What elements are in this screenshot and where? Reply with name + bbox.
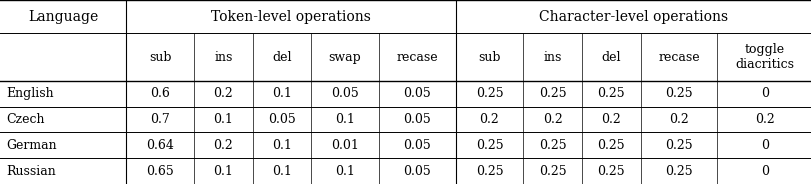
Text: 0.05: 0.05 xyxy=(403,113,431,126)
Text: 0: 0 xyxy=(760,87,768,100)
Text: del: del xyxy=(601,51,620,63)
Text: 0.05: 0.05 xyxy=(331,87,358,100)
Text: Token-level operations: Token-level operations xyxy=(211,10,371,24)
Text: 0.2: 0.2 xyxy=(668,113,688,126)
Text: 0.2: 0.2 xyxy=(479,113,499,126)
Text: 0.25: 0.25 xyxy=(664,165,692,178)
Text: 0.64: 0.64 xyxy=(146,139,174,152)
Text: 0.05: 0.05 xyxy=(403,87,431,100)
Text: 0.25: 0.25 xyxy=(539,139,566,152)
Text: 0.05: 0.05 xyxy=(403,139,431,152)
Text: 0.2: 0.2 xyxy=(542,113,562,126)
Text: 0.25: 0.25 xyxy=(664,87,692,100)
Text: Russian: Russian xyxy=(6,165,56,178)
Text: sub: sub xyxy=(148,51,171,63)
Text: 0.1: 0.1 xyxy=(272,87,291,100)
Text: Czech: Czech xyxy=(6,113,45,126)
Text: 0.1: 0.1 xyxy=(272,165,291,178)
Text: 0.1: 0.1 xyxy=(335,113,354,126)
Text: 0.25: 0.25 xyxy=(539,87,566,100)
Text: swap: swap xyxy=(328,51,361,63)
Text: 0.25: 0.25 xyxy=(475,139,503,152)
Text: 0.1: 0.1 xyxy=(213,165,233,178)
Text: 0.7: 0.7 xyxy=(150,113,169,126)
Text: 0.1: 0.1 xyxy=(213,113,233,126)
Text: 0.6: 0.6 xyxy=(150,87,169,100)
Text: ins: ins xyxy=(214,51,232,63)
Text: toggle
diacritics: toggle diacritics xyxy=(734,43,793,71)
Text: Language: Language xyxy=(28,10,98,24)
Text: 0.2: 0.2 xyxy=(213,139,233,152)
Text: English: English xyxy=(6,87,54,100)
Text: 0.25: 0.25 xyxy=(664,139,692,152)
Text: 0: 0 xyxy=(760,139,768,152)
Text: 0.05: 0.05 xyxy=(268,113,295,126)
Text: ins: ins xyxy=(543,51,561,63)
Text: 0.25: 0.25 xyxy=(475,165,503,178)
Text: recase: recase xyxy=(396,51,438,63)
Text: 0.65: 0.65 xyxy=(146,165,174,178)
Text: 0.25: 0.25 xyxy=(475,87,503,100)
Text: 0.05: 0.05 xyxy=(403,165,431,178)
Text: German: German xyxy=(6,139,57,152)
Text: 0.25: 0.25 xyxy=(597,165,624,178)
Text: 0.25: 0.25 xyxy=(539,165,566,178)
Text: 0: 0 xyxy=(760,165,768,178)
Text: sub: sub xyxy=(478,51,500,63)
Text: 0.2: 0.2 xyxy=(601,113,620,126)
Text: recase: recase xyxy=(657,51,699,63)
Text: 0.1: 0.1 xyxy=(335,165,354,178)
Text: 0.2: 0.2 xyxy=(213,87,233,100)
Text: 0.01: 0.01 xyxy=(331,139,358,152)
Text: Character-level operations: Character-level operations xyxy=(539,10,727,24)
Text: del: del xyxy=(272,51,291,63)
Text: 0.1: 0.1 xyxy=(272,139,291,152)
Text: 0.25: 0.25 xyxy=(597,87,624,100)
Text: 0.2: 0.2 xyxy=(754,113,774,126)
Text: 0.25: 0.25 xyxy=(597,139,624,152)
